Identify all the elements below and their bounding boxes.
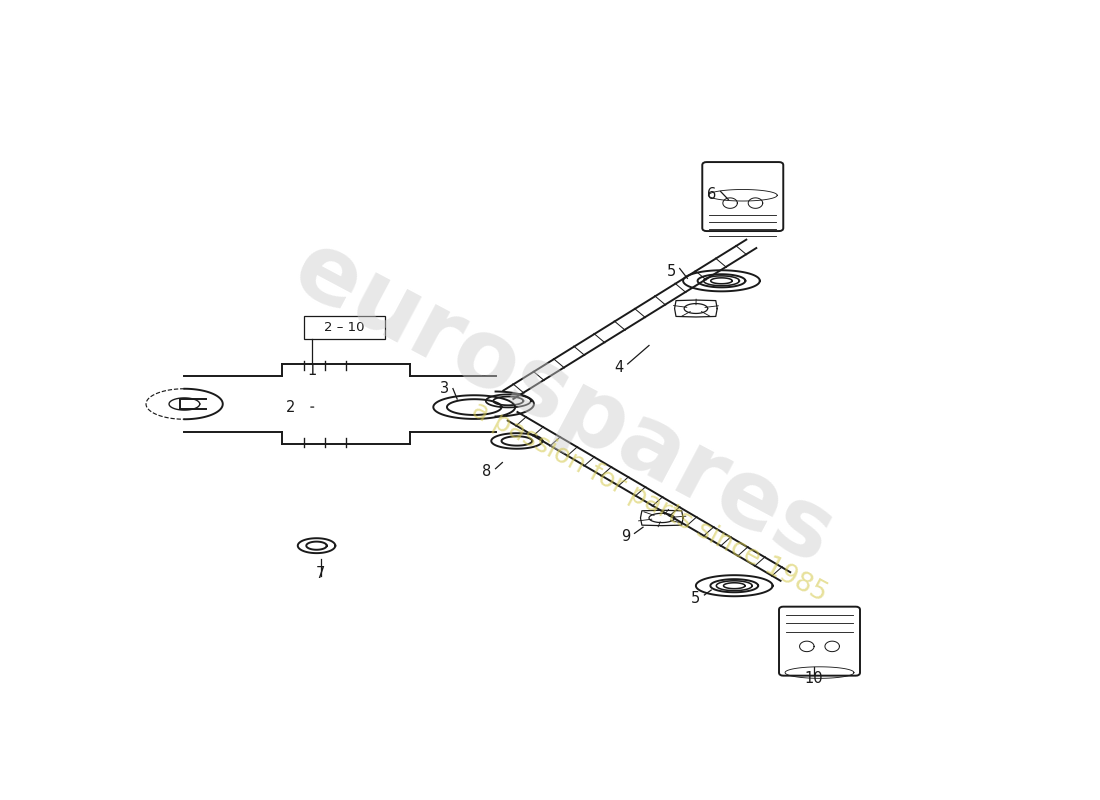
Text: 2 – 10: 2 – 10 [324,321,364,334]
Text: a passion for parts since 1985: a passion for parts since 1985 [466,398,832,608]
Text: 2: 2 [286,399,296,414]
Bar [304,316,385,339]
Text: 1: 1 [308,362,317,378]
Text: 7: 7 [316,566,326,581]
Text: 5: 5 [691,590,701,606]
Text: eurospares: eurospares [278,223,849,585]
Text: 4: 4 [615,359,624,374]
Text: 5: 5 [667,264,675,279]
Text: 3: 3 [440,381,449,396]
Text: 9: 9 [621,529,630,544]
Text: 10: 10 [804,670,823,686]
Text: 8: 8 [483,464,492,479]
Text: 6: 6 [707,187,717,202]
